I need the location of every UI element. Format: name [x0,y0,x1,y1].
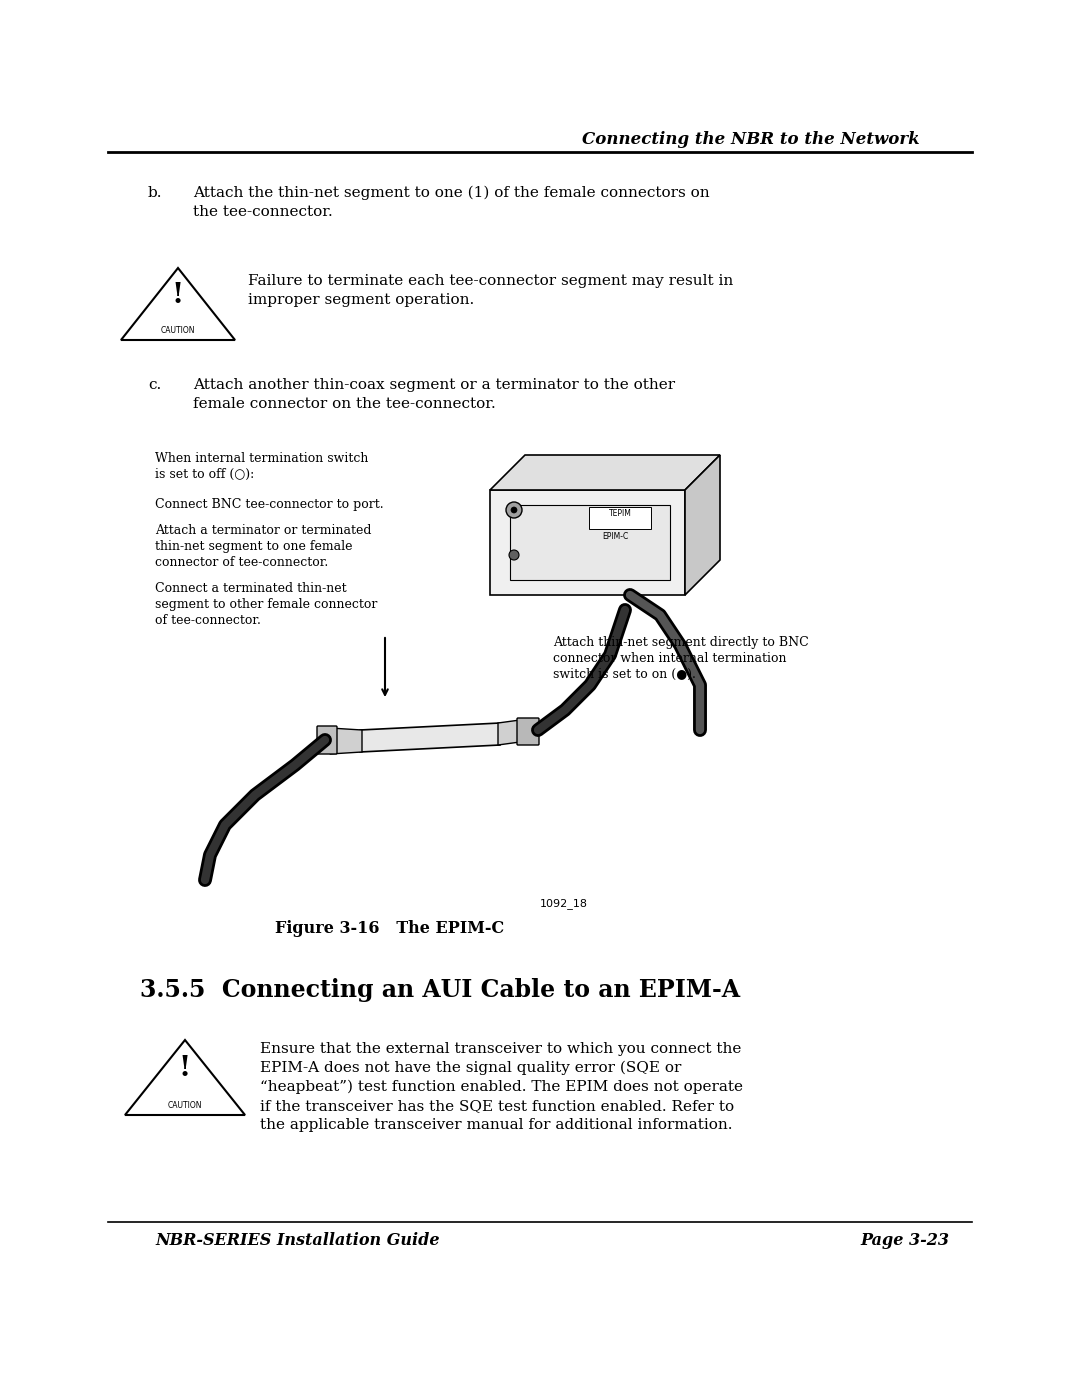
Text: Connect a terminated thin-net: Connect a terminated thin-net [156,583,347,595]
Text: segment to other female connector: segment to other female connector [156,598,377,610]
Text: connector when internal termination: connector when internal termination [553,652,786,665]
Text: CAUTION: CAUTION [161,326,195,335]
Text: the applicable transceiver manual for additional information.: the applicable transceiver manual for ad… [260,1118,732,1132]
Text: !: ! [179,1055,191,1083]
Text: is set to off (○):: is set to off (○): [156,468,254,481]
Circle shape [511,507,517,513]
Polygon shape [330,728,362,754]
Text: !: ! [172,282,184,309]
Text: TEPIM: TEPIM [608,509,632,518]
Text: female connector on the tee-connector.: female connector on the tee-connector. [193,397,496,411]
Polygon shape [510,504,670,580]
Text: of tee-connector.: of tee-connector. [156,615,261,627]
Text: Attach a terminator or terminated: Attach a terminator or terminated [156,524,372,536]
Text: Connect BNC tee-connector to port.: Connect BNC tee-connector to port. [156,497,383,511]
Text: 1092_18: 1092_18 [540,898,588,909]
Text: When internal termination switch: When internal termination switch [156,453,368,465]
Text: Figure 3-16   The EPIM-C: Figure 3-16 The EPIM-C [275,921,504,937]
Polygon shape [490,490,685,595]
Text: Ensure that the external transceiver to which you connect the: Ensure that the external transceiver to … [260,1042,741,1056]
Polygon shape [685,455,720,595]
Text: b.: b. [148,186,162,200]
Text: Attach thin-net segment directly to BNC: Attach thin-net segment directly to BNC [553,636,809,650]
Circle shape [507,502,522,518]
Text: NBR-SERIES Installation Guide: NBR-SERIES Installation Guide [156,1232,440,1249]
Text: CAUTION: CAUTION [167,1101,202,1111]
FancyBboxPatch shape [318,726,337,754]
Text: improper segment operation.: improper segment operation. [248,293,474,307]
Text: 3.5.5  Connecting an AUI Cable to an EPIM-A: 3.5.5 Connecting an AUI Cable to an EPIM… [140,978,740,1002]
Text: Connecting the NBR to the Network: Connecting the NBR to the Network [582,131,920,148]
Polygon shape [490,455,720,490]
Text: switch is set to on (●).: switch is set to on (●). [553,668,696,680]
FancyBboxPatch shape [517,718,539,745]
Polygon shape [360,724,500,752]
Text: Failure to terminate each tee-connector segment may result in: Failure to terminate each tee-connector … [248,274,733,288]
Text: if the transceiver has the SQE test function enabled. Refer to: if the transceiver has the SQE test func… [260,1099,734,1113]
Text: EPIM-C: EPIM-C [602,532,629,541]
Text: Attach the thin-net segment to one (1) of the female connectors on: Attach the thin-net segment to one (1) o… [193,186,710,200]
FancyBboxPatch shape [589,507,651,529]
Text: Attach another thin-coax segment or a terminator to the other: Attach another thin-coax segment or a te… [193,379,675,393]
Polygon shape [498,719,519,745]
Text: c.: c. [148,379,161,393]
Text: EPIM-A does not have the signal quality error (SQE or: EPIM-A does not have the signal quality … [260,1060,681,1076]
Text: Page 3-23: Page 3-23 [860,1232,949,1249]
Text: “heapbeat”) test function enabled. The EPIM does not operate: “heapbeat”) test function enabled. The E… [260,1080,743,1094]
Circle shape [509,550,519,560]
Text: connector of tee-connector.: connector of tee-connector. [156,556,328,569]
Text: the tee-connector.: the tee-connector. [193,205,333,219]
Text: thin-net segment to one female: thin-net segment to one female [156,541,352,553]
